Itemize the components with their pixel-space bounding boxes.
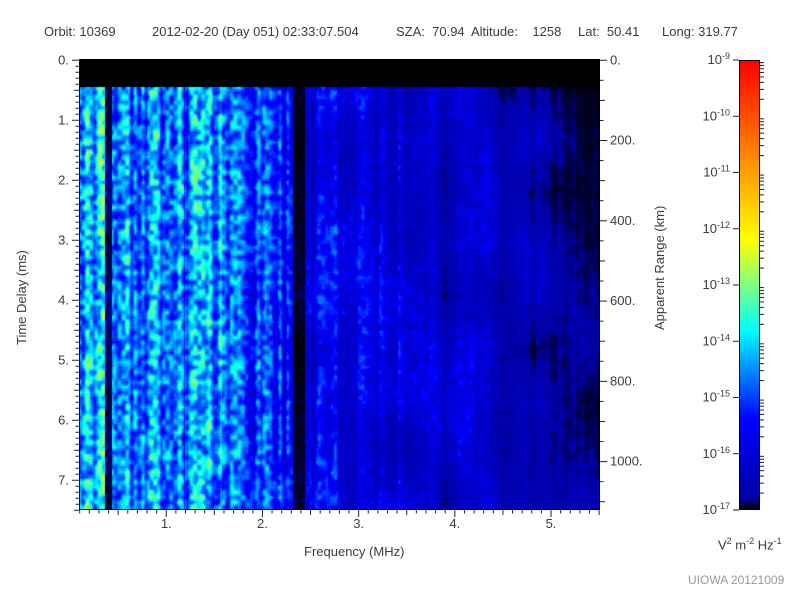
svg-text:2.: 2. (257, 516, 268, 531)
svg-text:10-17: 10-17 (703, 501, 730, 517)
svg-text:10-14: 10-14 (703, 332, 730, 348)
svg-text:10-16: 10-16 (703, 445, 730, 461)
svg-text:2.: 2. (58, 172, 69, 187)
svg-text:5.: 5. (58, 352, 69, 367)
svg-text:4.: 4. (58, 292, 69, 307)
svg-text:200.: 200. (610, 133, 635, 148)
svg-text:4.: 4. (449, 516, 460, 531)
svg-text:0.: 0. (58, 52, 69, 67)
svg-text:400.: 400. (610, 213, 635, 228)
svg-text:10-12: 10-12 (703, 220, 730, 236)
svg-text:7.: 7. (58, 472, 69, 487)
svg-text:1.: 1. (58, 112, 69, 127)
svg-text:1000.: 1000. (610, 454, 643, 469)
svg-text:10-15: 10-15 (703, 389, 730, 405)
svg-text:5.: 5. (546, 516, 557, 531)
svg-text:600.: 600. (610, 293, 635, 308)
svg-text:10-9: 10-9 (708, 51, 730, 67)
svg-text:0.: 0. (610, 52, 621, 67)
svg-text:1.: 1. (161, 516, 172, 531)
svg-text:3.: 3. (353, 516, 364, 531)
svg-text:6.: 6. (58, 412, 69, 427)
svg-text:10-13: 10-13 (703, 276, 730, 292)
svg-text:10-11: 10-11 (703, 164, 730, 180)
svg-text:800.: 800. (610, 373, 635, 388)
svg-text:10-10: 10-10 (703, 107, 730, 123)
svg-text:3.: 3. (58, 232, 69, 247)
